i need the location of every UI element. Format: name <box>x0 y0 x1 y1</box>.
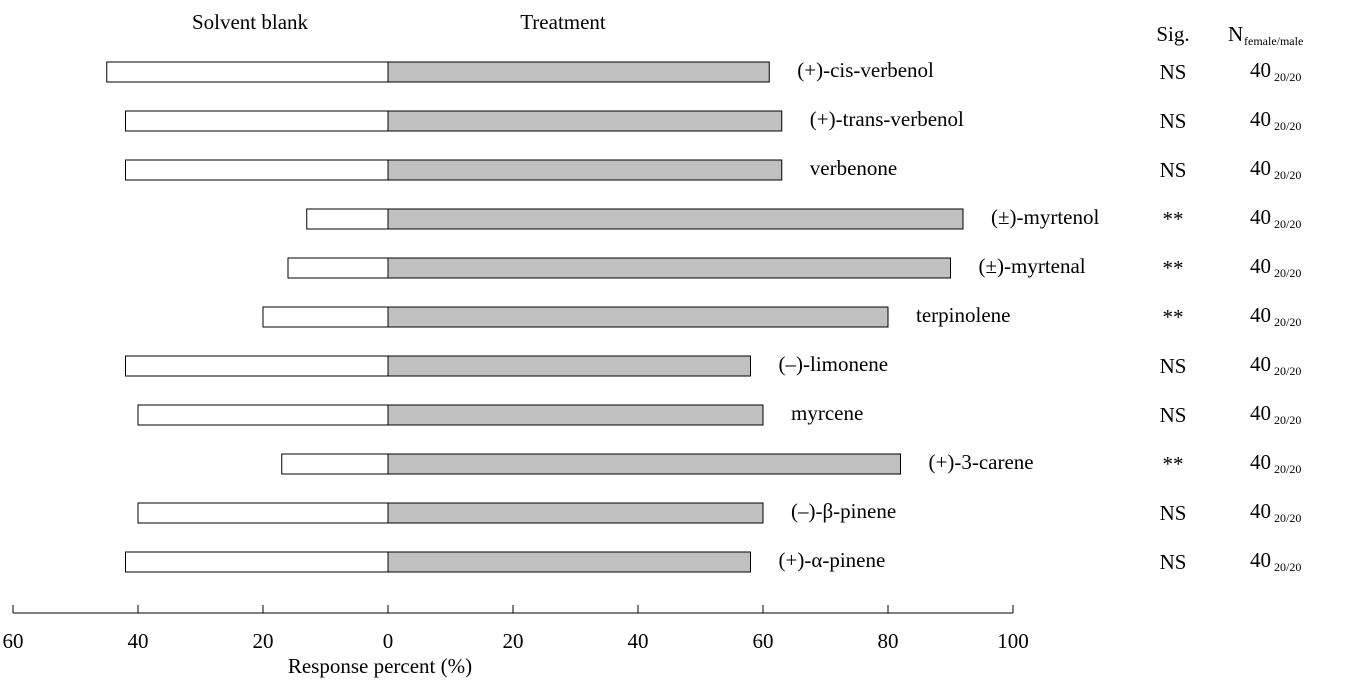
bar <box>387 159 783 181</box>
bar <box>387 208 964 230</box>
bar <box>306 208 389 230</box>
sig-header: Sig. <box>1156 22 1189 46</box>
n-sub: 20/20 <box>1274 119 1301 133</box>
n-value: 40 <box>1250 499 1271 523</box>
category-label: (±)-myrtenal <box>979 254 1086 278</box>
bar <box>125 355 389 377</box>
bar <box>137 404 389 426</box>
bar <box>387 502 764 524</box>
significance: NS <box>1160 60 1187 84</box>
n-value: 40 <box>1250 450 1271 474</box>
n-sub: 20/20 <box>1274 70 1301 84</box>
significance: NS <box>1160 403 1187 427</box>
category-label: (+)-trans-verbenol <box>810 107 964 131</box>
x-tick-label: 80 <box>878 629 899 653</box>
bar <box>281 453 389 475</box>
n-header-sub: female/male <box>1244 34 1303 48</box>
category-label: (±)-myrtenol <box>991 205 1099 229</box>
bar <box>387 453 901 475</box>
bar <box>137 502 389 524</box>
bar <box>262 306 389 328</box>
category-label: (+)-3-carene <box>929 450 1034 474</box>
n-value: 40 <box>1250 205 1271 229</box>
significance: ** <box>1163 207 1184 231</box>
x-tick-label: 60 <box>753 629 774 653</box>
significance: NS <box>1160 501 1187 525</box>
n-value: 40 <box>1250 107 1271 131</box>
bar <box>387 551 751 573</box>
n-value: 40 <box>1250 156 1271 180</box>
x-tick-label: 20 <box>253 629 274 653</box>
n-sub: 20/20 <box>1274 266 1301 280</box>
n-sub: 20/20 <box>1274 560 1301 574</box>
n-sub: 20/20 <box>1274 462 1301 476</box>
x-tick-label: 40 <box>128 629 149 653</box>
significance: ** <box>1163 452 1184 476</box>
n-header: N <box>1228 22 1243 46</box>
bar <box>387 257 951 279</box>
n-value: 40 <box>1250 548 1271 572</box>
n-sub: 20/20 <box>1274 217 1301 231</box>
category-label: (+)-cis-verbenol <box>797 58 934 82</box>
significance: NS <box>1160 109 1187 133</box>
n-value: 40 <box>1250 303 1271 327</box>
category-label: verbenone <box>810 156 897 180</box>
bar <box>287 257 389 279</box>
significance: ** <box>1163 256 1184 280</box>
x-tick-label: 60 <box>3 629 24 653</box>
bar <box>125 159 389 181</box>
bar <box>387 306 889 328</box>
n-value: 40 <box>1250 401 1271 425</box>
category-label: (+)-α-pinene <box>779 548 886 572</box>
x-tick-label: 0 <box>383 629 394 653</box>
n-sub: 20/20 <box>1274 413 1301 427</box>
n-sub: 20/20 <box>1274 511 1301 525</box>
bar <box>125 551 389 573</box>
x-tick-label: 40 <box>628 629 649 653</box>
series-header: Treatment <box>520 10 606 34</box>
n-sub: 20/20 <box>1274 315 1301 329</box>
category-label: terpinolene <box>916 303 1010 327</box>
x-tick-label: 20 <box>503 629 524 653</box>
significance: NS <box>1160 550 1187 574</box>
n-value: 40 <box>1250 352 1271 376</box>
n-value: 40 <box>1250 254 1271 278</box>
category-label: myrcene <box>791 401 863 425</box>
n-sub: 20/20 <box>1274 364 1301 378</box>
bar <box>106 61 389 83</box>
bar <box>387 404 764 426</box>
significance: NS <box>1160 354 1187 378</box>
bar <box>125 110 389 132</box>
n-sub: 20/20 <box>1274 168 1301 182</box>
bar <box>387 355 751 377</box>
x-axis-label: Response percent (%) <box>288 654 472 678</box>
x-tick-label: 100 <box>997 629 1029 653</box>
category-label: (–)-β-pinene <box>791 499 896 523</box>
significance: NS <box>1160 158 1187 182</box>
bar <box>387 61 770 83</box>
n-value: 40 <box>1250 58 1271 82</box>
bar <box>387 110 783 132</box>
category-label: (–)-limonene <box>779 352 889 376</box>
significance: ** <box>1163 305 1184 329</box>
series-header: Solvent blank <box>192 10 309 34</box>
